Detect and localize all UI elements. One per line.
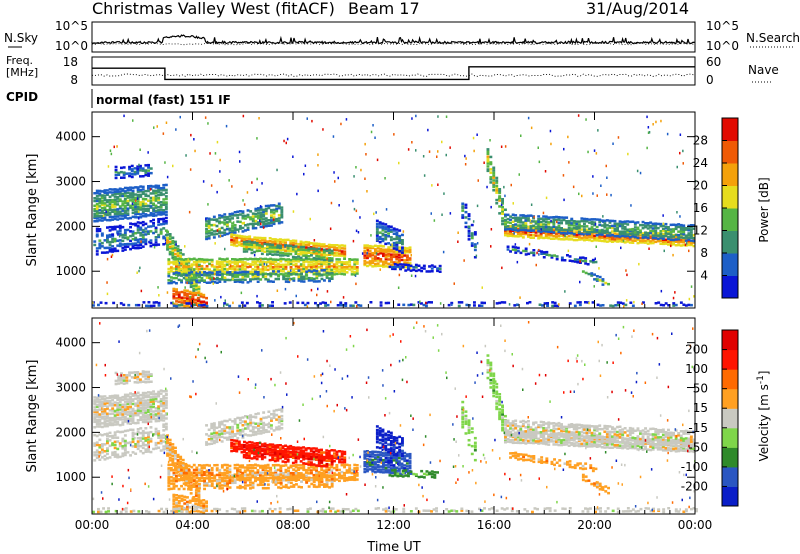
power-colorbar-swatch-4	[722, 185, 738, 209]
velocity-xtick-label-5: 20:00	[577, 518, 612, 532]
velocity-colorbar: 200 100 50 15 -15 -50 -100 -200	[681, 329, 739, 507]
power-colorbar-label-2: 12	[693, 224, 708, 238]
nsearch-label: N.Search	[746, 31, 800, 45]
velocity-colorbar-swatch-1	[722, 466, 738, 487]
velocity-xtick-label-1: 04:00	[175, 518, 210, 532]
power-panel: 1000 2000 3000 4000 Slant Range [km] 4 8 12 16…	[25, 111, 771, 309]
velocity-xtick-label-2: 08:00	[276, 518, 311, 532]
power-colorbar-label-0: 4	[700, 269, 708, 283]
nsearch-trace	[91, 42, 696, 46]
power-colorbar-label-6: 28	[693, 134, 708, 148]
velocity-colorbar-swatch-3	[722, 427, 738, 448]
power-colorbar-swatch-1	[722, 253, 738, 276]
nsearch-tick-bottom: 10^0	[706, 39, 739, 53]
velocity-colorbar-label-2: 50	[693, 382, 708, 396]
nsky-tick-top: 10^5	[55, 19, 88, 33]
power-ylabel: Slant Range [km]	[25, 154, 40, 267]
velocity-colorbar-swatch-5	[722, 388, 738, 409]
freq-tick-top: 18	[63, 55, 78, 69]
date-label: 31/Aug/2014	[586, 0, 689, 18]
cpid-program: normal (fast) 151 IF	[96, 93, 231, 107]
power-ytick-label-0: 1000	[55, 264, 86, 278]
nsky-frame	[91, 21, 696, 53]
velocity-xtick-label-4: 16:00	[477, 518, 512, 532]
nsky-panel: N.Sky 10^5 10^0 10^5 10^0 N.Search	[4, 19, 800, 53]
velocity-colorbar-label: Velocity [m s-1]	[756, 371, 771, 462]
power-colorbar-swatch-7	[722, 118, 738, 141]
velocity-frame	[91, 317, 696, 515]
velocity-colorbar-swatch-7	[722, 349, 738, 370]
velocity-ylabel: Slant Range [km]	[25, 360, 40, 473]
velocity-heatmap-cells	[92, 321, 698, 515]
power-colorbar-label: Power [dB]	[757, 177, 771, 242]
nsky-trace	[91, 34, 696, 46]
freq-panel: Freq. [MHz] 18 8 60 0 Nave	[6, 54, 779, 87]
nsky-label: N.Sky	[4, 31, 38, 45]
power-colorbar-swatch-2	[722, 230, 738, 254]
velocity-ytick-label-3: 4000	[55, 336, 86, 350]
nave-tick-bottom: 0	[706, 73, 714, 87]
power-ytick-label-3: 4000	[55, 130, 86, 144]
nave-label: Nave	[748, 63, 779, 77]
freq-label: Freq.	[6, 54, 33, 67]
velocity-colorbar-label-3: 15	[693, 401, 708, 415]
freq-frame	[91, 56, 696, 86]
velocity-xtick-label-6: 00:00	[678, 518, 713, 532]
power-colorbar-swatch-0	[722, 275, 738, 299]
velocity-colorbar-frame	[721, 329, 739, 507]
freq-tick-bottom: 8	[70, 73, 78, 87]
power-colorbar-label-5: 24	[693, 156, 708, 170]
freq-trace	[92, 66, 695, 81]
velocity-colorbar-label-0: 200	[685, 343, 708, 357]
velocity-colorbar-swatch-2	[722, 447, 738, 468]
nsearch-tick-top: 10^5	[706, 19, 739, 33]
velocity-colorbar-label-5: -50	[688, 440, 708, 454]
velocity-colorbar-swatch-0	[722, 486, 738, 507]
power-colorbar-label-4: 20	[693, 179, 708, 193]
power-colorbar: 4 8 12 16 20 24 28	[693, 117, 739, 299]
power-ytick-label-1: 2000	[55, 219, 86, 233]
velocity-ytick-label-2: 3000	[55, 381, 86, 395]
velocity-colorbar-label-7: -200	[681, 479, 708, 493]
velocity-xtick-label-3: 12:00	[376, 518, 411, 532]
nave-tick-top: 60	[706, 55, 721, 69]
velocity-colorbar-label-4: -15	[688, 421, 708, 435]
nsky-tick-bottom: 10^0	[55, 39, 88, 53]
velocity-colorbar-swatch-8	[722, 330, 738, 351]
velocity-panel: 1000 2000 3000 4000 Slant Range [km] 00:00 0…	[25, 317, 771, 554]
velocity-colorbar-label-6: -100	[681, 460, 708, 474]
velocity-xtick-label-0: 00:00	[75, 518, 110, 532]
power-heatmap-cells	[92, 114, 697, 309]
velocity-colorbar-swatch-4	[722, 408, 738, 429]
chart-title: Christmas Valley West (fitACF)	[92, 0, 335, 18]
power-colorbar-swatch-3	[722, 208, 738, 231]
power-frame	[91, 111, 696, 309]
freq-unit-label: [MHz]	[6, 66, 38, 79]
cpid-label: CPID	[6, 90, 38, 104]
nave-trace	[91, 73, 696, 77]
power-ytick-label-2: 3000	[55, 175, 86, 189]
velocity-colorbar-label-1: 100	[685, 362, 708, 376]
power-colorbar-swatch-6	[722, 140, 738, 164]
velocity-colorbar-swatch-6	[722, 369, 738, 390]
power-colorbar-label-1: 8	[700, 246, 708, 260]
x-axis-label: Time UT	[366, 540, 420, 554]
power-colorbar-swatch-5	[722, 163, 738, 186]
velocity-ytick-label-0: 1000	[55, 470, 86, 484]
power-colorbar-label-3: 16	[693, 201, 708, 215]
beam-label: Beam 17	[348, 0, 420, 18]
velocity-ytick-label-1: 2000	[55, 425, 86, 439]
